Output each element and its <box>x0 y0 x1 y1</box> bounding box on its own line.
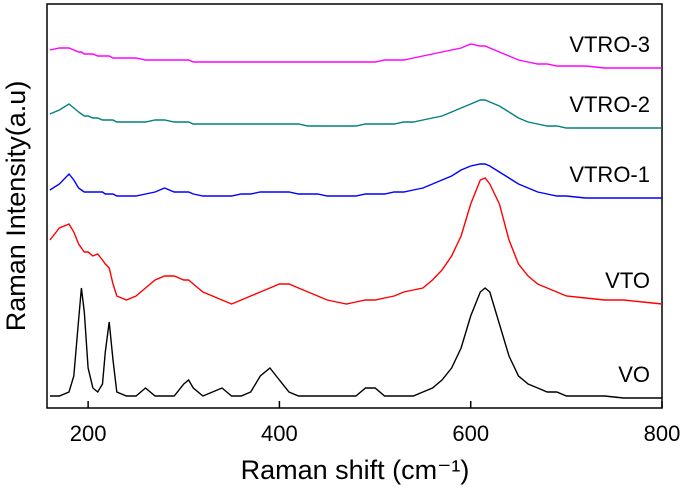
x-tick-label: 400 <box>261 421 298 446</box>
spectrum-line <box>49 287 662 399</box>
spectrum-line <box>49 177 663 305</box>
x-tick-label: 800 <box>644 421 681 446</box>
series-label: VTRO-3 <box>569 32 650 57</box>
x-axis-label: Raman shift (cm⁻¹) <box>241 455 470 485</box>
spectrum-line <box>49 99 662 129</box>
series-label: VTRO-2 <box>569 92 650 117</box>
plot-frame <box>46 3 663 409</box>
series-label: VTO <box>605 268 650 293</box>
x-tick-label: 200 <box>70 421 107 446</box>
spectrum-line <box>49 43 662 69</box>
spectrum-line <box>49 163 662 199</box>
x-tick-label: 600 <box>452 421 489 446</box>
series-label: VO <box>618 362 650 387</box>
series-label: VTRO-1 <box>569 162 650 187</box>
y-axis-label: Raman Intensity(a.u) <box>1 81 31 332</box>
